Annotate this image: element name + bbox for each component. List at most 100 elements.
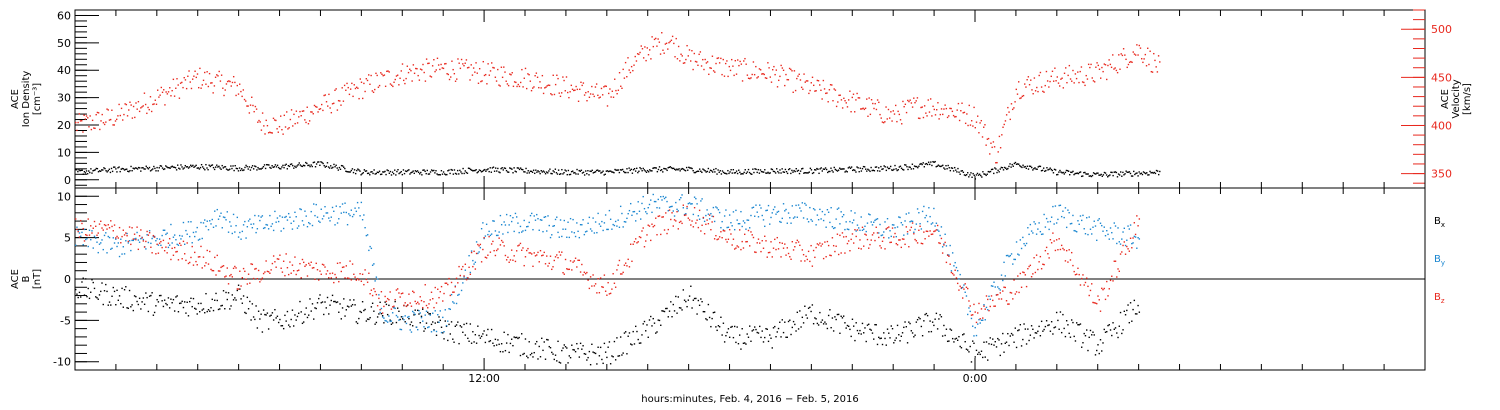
data-point [285,215,287,218]
data-point [319,221,321,224]
data-point [1109,174,1111,176]
data-point [1063,173,1065,175]
data-point [239,83,241,85]
data-point [496,170,498,172]
data-point [726,241,728,243]
data-point [798,172,801,175]
data-point [884,221,886,223]
data-point [1054,205,1057,207]
data-point [488,230,490,233]
data-point [231,294,234,296]
data-point [243,169,245,171]
data-point [334,273,336,276]
y-tick-label: 450 [1431,71,1452,84]
data-point [293,113,295,116]
data-point [541,171,544,173]
data-point [660,233,662,236]
data-point [956,109,958,111]
data-point [940,226,943,228]
data-point [1052,172,1055,174]
data-point [566,236,568,238]
data-point [1039,230,1042,233]
data-point [634,55,636,58]
data-point [344,315,346,317]
data-point [1030,276,1033,278]
data-point [544,216,547,218]
data-point [693,52,696,55]
data-point [1062,171,1064,174]
legend-main: B [1434,254,1441,265]
data-point [830,206,832,209]
data-point [797,169,800,172]
data-point [349,260,351,262]
data-point [83,240,86,242]
data-point [189,81,191,83]
data-point [1136,313,1138,315]
data-point [236,289,239,292]
data-point [895,104,897,107]
data-point [666,232,668,235]
data-point [440,170,443,172]
data-point [795,242,797,244]
data-point [424,327,426,330]
data-point [944,233,946,235]
data-point [604,173,606,175]
data-point [985,174,987,177]
data-point [462,167,464,170]
data-point [1039,71,1042,74]
data-point [784,321,786,323]
data-point [199,67,201,70]
data-point [525,167,527,170]
data-point [114,166,116,168]
data-point [575,173,577,175]
data-point [86,295,88,298]
data-point [96,297,98,299]
data-point [110,220,112,222]
data-point [83,228,86,231]
data-point [614,168,616,171]
data-point [342,100,345,102]
data-point [744,222,746,224]
data-point [667,48,669,50]
data-point [792,171,794,173]
data-point [913,165,916,167]
data-point [326,296,329,299]
data-point [194,251,196,254]
data-point [427,311,429,314]
data-point [499,244,502,246]
data-point [1074,340,1077,342]
data-point [224,166,227,168]
data-point [516,167,519,169]
data-point [463,64,465,67]
data-point [1124,54,1126,56]
data-point [427,326,429,329]
data-point [692,299,695,301]
data-point [914,101,916,104]
data-point [425,310,428,312]
data-point [861,229,864,231]
data-point [1076,172,1079,174]
data-point [125,103,128,106]
data-point [127,307,130,310]
data-point [534,219,537,221]
data-point [381,312,384,314]
data-point [1101,175,1103,178]
data-point [826,240,829,243]
data-point [1011,163,1013,166]
data-point [282,327,285,330]
data-point [1078,81,1080,84]
data-point [472,265,474,268]
data-point [636,330,638,333]
data-point [461,172,463,175]
legend-entry-Bx: Bx [1434,216,1445,229]
data-point [244,166,246,169]
data-point [162,305,165,308]
data-point [82,227,84,230]
data-point [989,170,992,173]
data-point [1067,209,1069,211]
data-point [149,96,152,98]
data-point [214,299,216,301]
data-point [1097,344,1099,346]
data-point [290,109,293,111]
data-point [277,220,280,223]
